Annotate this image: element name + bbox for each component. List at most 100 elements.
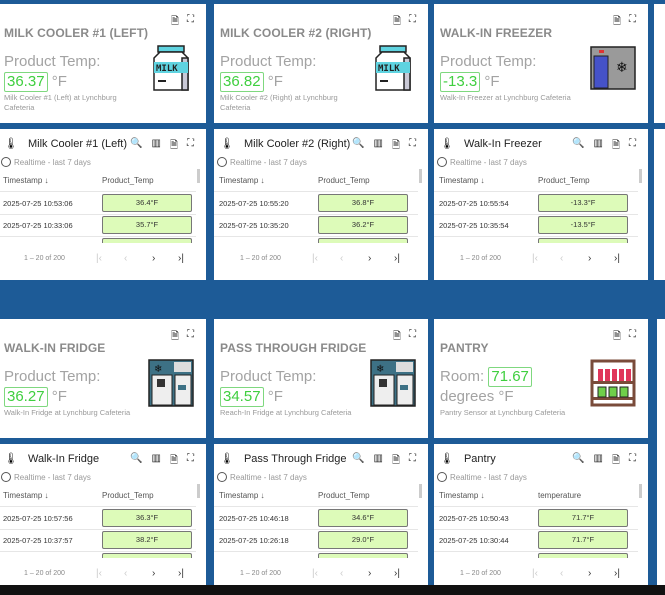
next-page-button[interactable]: › <box>152 568 156 579</box>
columns-icon[interactable]: ▥ <box>593 453 603 464</box>
export-icon[interactable]: 🗎 <box>391 140 400 151</box>
time-window[interactable]: Realtime - last 7 days <box>450 157 527 167</box>
last-page-button[interactable]: ›| <box>614 253 620 264</box>
last-page-button[interactable]: ›| <box>394 568 400 579</box>
col-value[interactable]: Product_Temp <box>318 176 370 185</box>
fullscreen-icon[interactable]: ⛶ <box>187 453 194 464</box>
col-timestamp[interactable]: Timestamp ↓ <box>219 176 265 185</box>
next-page-button[interactable]: › <box>588 568 592 579</box>
next-page-button[interactable]: › <box>152 253 156 264</box>
timestamp-cell: 2025-07-25 10:50:43 <box>439 514 509 523</box>
scrollbar[interactable] <box>197 169 200 183</box>
export-icon[interactable]: 🗎 <box>392 16 401 27</box>
fullscreen-icon[interactable]: ⛶ <box>187 14 194 25</box>
export-icon[interactable]: 🗎 <box>392 331 401 342</box>
prev-page-button[interactable]: ‹ <box>124 568 128 579</box>
page-range: 1 – 20 of 200 <box>240 255 281 262</box>
first-page-button[interactable]: |‹ <box>96 568 102 579</box>
columns-icon[interactable]: ▥ <box>593 138 603 149</box>
first-page-button[interactable]: |‹ <box>532 568 538 579</box>
export-icon[interactable]: 🗎 <box>169 455 178 466</box>
next-page-button[interactable]: › <box>368 568 372 579</box>
fullscreen-icon[interactable]: ⛶ <box>629 453 636 464</box>
first-page-button[interactable]: |‹ <box>312 253 318 264</box>
last-page-button[interactable]: ›| <box>614 568 620 579</box>
col-timestamp[interactable]: Timestamp ↓ <box>439 491 485 500</box>
columns-icon[interactable]: ▥ <box>151 453 161 464</box>
export-icon[interactable]: 🗎 <box>169 140 178 151</box>
fullscreen-icon[interactable]: ⛶ <box>187 138 194 149</box>
time-window[interactable]: Realtime - last 7 days <box>14 472 91 482</box>
time-window[interactable]: Realtime - last 7 days <box>230 472 307 482</box>
fullscreen-icon[interactable]: ⛶ <box>409 329 416 340</box>
columns-icon[interactable]: ▥ <box>373 138 383 149</box>
fullscreen-icon[interactable]: ⛶ <box>409 138 416 149</box>
timestamp-cell: 2025-07-25 10:35:20 <box>219 221 289 230</box>
fullscreen-icon[interactable]: ⛶ <box>409 14 416 25</box>
scrollbar[interactable] <box>419 169 422 183</box>
card-description: Walk-In Freezer at Lynchburg Cafeteria <box>440 93 571 102</box>
fullscreen-icon[interactable]: ⛶ <box>629 329 636 340</box>
fullscreen-icon[interactable]: ⛶ <box>187 329 194 340</box>
export-icon[interactable]: 🗎 <box>391 455 400 466</box>
col-timestamp[interactable]: Timestamp ↓ <box>439 176 485 185</box>
clock-icon <box>217 157 227 167</box>
export-icon[interactable]: 🗎 <box>611 140 620 151</box>
col-timestamp[interactable]: Timestamp ↓ <box>219 491 265 500</box>
search-icon[interactable]: 🔍 <box>572 453 585 464</box>
thermometer-icon: 🌡 <box>440 138 454 150</box>
col-value[interactable]: Product_Temp <box>102 176 154 185</box>
prev-page-button[interactable]: ‹ <box>124 253 128 264</box>
last-page-button[interactable]: ›| <box>394 253 400 264</box>
scrollbar[interactable] <box>639 169 642 183</box>
export-icon[interactable]: 🗎 <box>612 16 621 27</box>
next-page-button[interactable]: › <box>588 253 592 264</box>
col-value[interactable]: Product_Temp <box>102 491 154 500</box>
search-icon[interactable]: 🔍 <box>130 138 143 149</box>
prev-page-button[interactable]: ‹ <box>340 568 344 579</box>
card-title: WALK-IN FREEZER <box>440 26 553 40</box>
first-page-button[interactable]: |‹ <box>96 253 102 264</box>
col-timestamp[interactable]: Timestamp ↓ <box>3 491 49 500</box>
next-page-button[interactable]: › <box>368 253 372 264</box>
fullscreen-icon[interactable]: ⛶ <box>409 453 416 464</box>
last-page-button[interactable]: ›| <box>178 568 184 579</box>
scrollbar[interactable] <box>639 484 642 498</box>
value-card: 🗎 ⛶ MILK COOLER #2 (RIGHT) Product Temp: … <box>214 4 428 123</box>
card-title: Milk Cooler #1 (Left) <box>27 137 128 150</box>
svg-text:MILK: MILK <box>156 64 178 74</box>
last-page-button[interactable]: ›| <box>178 253 184 264</box>
first-page-button[interactable]: |‹ <box>532 253 538 264</box>
col-value[interactable]: temperature <box>538 491 582 500</box>
search-icon[interactable]: 🔍 <box>352 453 365 464</box>
fullscreen-icon[interactable]: ⛶ <box>629 138 636 149</box>
prev-page-button[interactable]: ‹ <box>560 568 564 579</box>
export-icon[interactable]: 🗎 <box>612 331 621 342</box>
value-unit: °F <box>267 388 283 405</box>
export-icon[interactable]: 🗎 <box>170 16 179 27</box>
search-icon[interactable]: 🔍 <box>572 138 585 149</box>
time-window[interactable]: Realtime - last 7 days <box>14 157 91 167</box>
export-icon[interactable]: 🗎 <box>170 331 179 342</box>
search-icon[interactable]: 🔍 <box>352 138 365 149</box>
temp-cell: 35.7°F <box>102 216 192 234</box>
export-icon[interactable]: 🗎 <box>611 455 620 466</box>
fullscreen-icon[interactable]: ⛶ <box>629 14 636 25</box>
value-unit: °F <box>51 73 67 90</box>
search-icon[interactable]: 🔍 <box>130 453 143 464</box>
scrollbar[interactable] <box>419 484 422 498</box>
col-value[interactable]: Product_Temp <box>538 176 590 185</box>
value-label: Product Temp: <box>220 368 317 385</box>
columns-icon[interactable]: ▥ <box>151 138 161 149</box>
prev-page-button[interactable]: ‹ <box>560 253 564 264</box>
time-window[interactable]: Realtime - last 7 days <box>230 157 307 167</box>
scrollbar[interactable] <box>197 484 200 498</box>
table-card: 🌡 Milk Cooler #1 (Left) 🔍 ▥ 🗎 ⛶ Realtime - l… <box>0 129 206 280</box>
columns-icon[interactable]: ▥ <box>373 453 383 464</box>
col-value[interactable]: Product_Temp <box>318 491 370 500</box>
prev-page-button[interactable]: ‹ <box>340 253 344 264</box>
time-window[interactable]: Realtime - last 7 days <box>450 472 527 482</box>
first-page-button[interactable]: |‹ <box>312 568 318 579</box>
col-timestamp[interactable]: Timestamp ↓ <box>3 176 49 185</box>
